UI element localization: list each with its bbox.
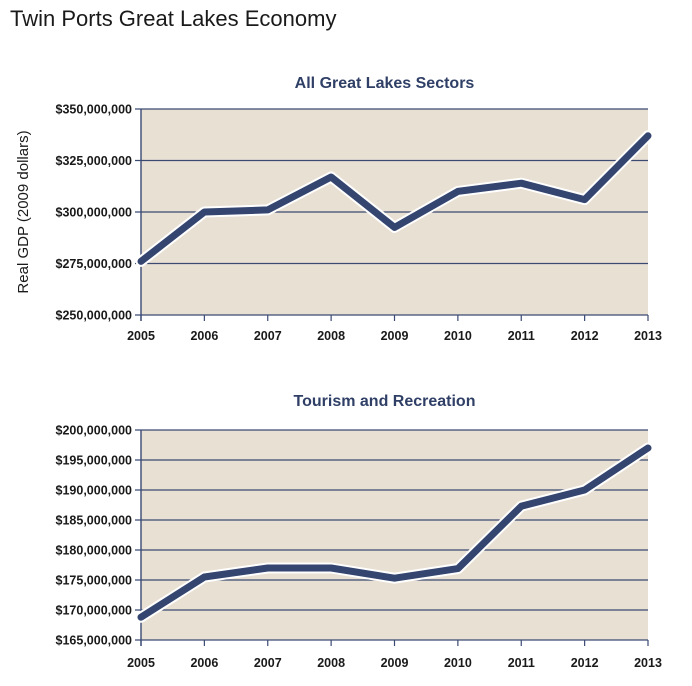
- x-tick-label: 2009: [381, 656, 409, 670]
- chart-title: All Great Lakes Sectors: [295, 75, 475, 92]
- y-tick-label: $190,000,000: [56, 484, 133, 498]
- x-tick-label: 2008: [317, 656, 345, 670]
- x-tick-label: 2005: [127, 656, 155, 670]
- y-tick-label: $170,000,000: [56, 604, 133, 618]
- x-tick-label: 2006: [190, 329, 218, 343]
- x-tick-label: 2011: [508, 656, 535, 670]
- x-tick-label: 2012: [571, 329, 599, 343]
- y-tick-label: $165,000,000: [56, 634, 133, 648]
- x-tick-label: 2011: [508, 329, 535, 343]
- y-tick-label: $175,000,000: [56, 574, 133, 588]
- y-tick-label: $300,000,000: [56, 206, 133, 220]
- y-tick-label: $275,000,000: [56, 257, 133, 271]
- x-tick-label: 2010: [444, 656, 472, 670]
- page-title: Twin Ports Great Lakes Economy: [10, 6, 337, 31]
- x-tick-label: 2008: [317, 329, 345, 343]
- y-axis-label: Real GDP (2009 dollars): [15, 130, 32, 293]
- x-tick-label: 2010: [444, 329, 472, 343]
- x-tick-label: 2013: [634, 329, 662, 343]
- y-tick-label: $180,000,000: [56, 544, 133, 558]
- x-tick-label: 2009: [381, 329, 409, 343]
- x-tick-label: 2012: [571, 656, 599, 670]
- x-tick-label: 2005: [127, 329, 155, 343]
- x-tick-label: 2007: [254, 656, 282, 670]
- y-tick-label: $200,000,000: [56, 424, 133, 438]
- y-tick-label: $185,000,000: [56, 514, 133, 528]
- y-tick-label: $325,000,000: [56, 154, 133, 168]
- x-tick-label: 2013: [634, 656, 662, 670]
- y-tick-label: $250,000,000: [56, 309, 133, 323]
- chart-2: $165,000,000 $170,000,000 $175,000,000 $180…: [56, 393, 662, 670]
- y-tick-label: $350,000,000: [56, 103, 133, 117]
- x-tick-label: 2006: [190, 656, 218, 670]
- chart-1: $250,000,000 $275,000,000 $300,000,000 $325…: [15, 75, 662, 343]
- y-tick-label: $195,000,000: [56, 454, 133, 468]
- chart-title: Tourism and Recreation: [294, 393, 476, 410]
- x-tick-label: 2007: [254, 329, 282, 343]
- plot-area: [141, 430, 648, 640]
